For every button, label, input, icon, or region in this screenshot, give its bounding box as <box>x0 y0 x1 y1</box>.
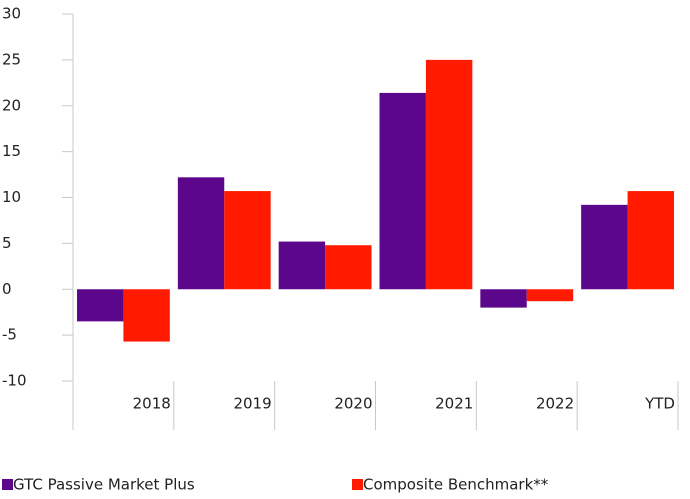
y-tick-label: 0 <box>2 280 12 298</box>
x-tick-label: 2022 <box>536 395 574 413</box>
legend-label: Composite Benchmark** <box>363 476 549 494</box>
x-tick-label: 2020 <box>334 395 372 413</box>
legend-swatch <box>352 479 363 490</box>
y-tick-label: 25 <box>2 50 21 68</box>
bar <box>177 177 225 290</box>
bar <box>581 204 628 290</box>
bar <box>425 59 473 290</box>
y-tick-label: 10 <box>2 188 21 206</box>
y-tick-label: 15 <box>2 142 21 160</box>
x-tick-label: 2018 <box>133 395 171 413</box>
y-tick-label: -10 <box>2 372 27 390</box>
bar <box>325 245 372 290</box>
legend-label: GTC Passive Market Plus <box>13 476 195 494</box>
y-tick-label: -5 <box>2 326 17 344</box>
y-tick-label: 30 <box>2 5 21 23</box>
bar <box>278 241 326 290</box>
bar <box>224 191 271 290</box>
legend-swatch <box>2 479 13 490</box>
bar <box>526 289 574 302</box>
bar <box>379 92 426 290</box>
bar <box>480 289 527 308</box>
x-tick-label: 2019 <box>233 395 271 413</box>
bar <box>123 289 170 342</box>
bar <box>627 191 674 290</box>
x-tick-label: YTD <box>644 395 675 413</box>
x-tick-label: 2021 <box>435 395 473 413</box>
y-tick-label: 5 <box>2 234 12 252</box>
y-tick-label: 20 <box>2 96 21 114</box>
bar <box>77 289 124 322</box>
